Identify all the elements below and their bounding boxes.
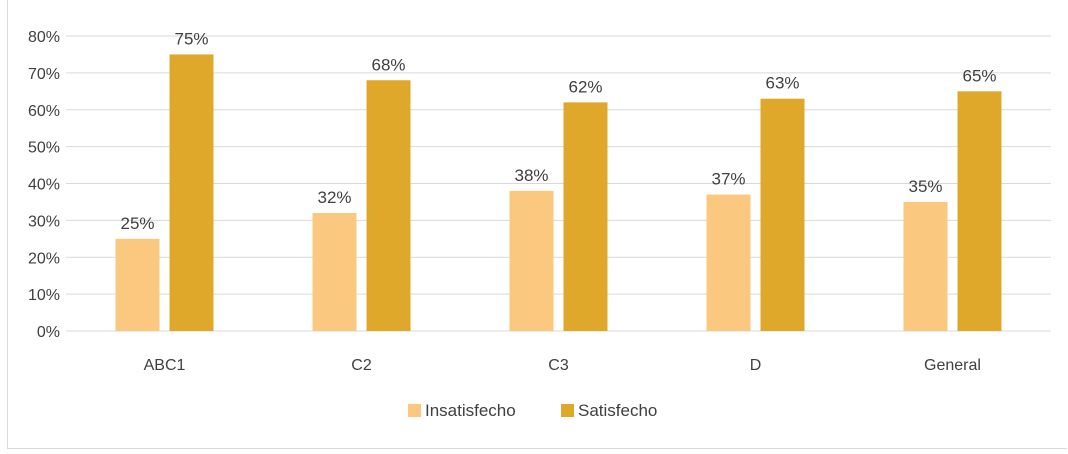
data-label: 37% xyxy=(711,170,745,189)
y-tick-label: 70% xyxy=(28,66,60,83)
legend-label: Satisfecho xyxy=(578,401,657,420)
data-label: 62% xyxy=(568,77,602,96)
data-label: 32% xyxy=(317,188,351,207)
legend-swatch-satisfecho xyxy=(561,404,574,417)
legend-swatch-insatisfecho xyxy=(408,404,421,417)
data-label: 35% xyxy=(908,177,942,196)
y-tick-label: 60% xyxy=(28,103,60,120)
bar-insatisfecho-general xyxy=(903,201,948,331)
bar-insatisfecho-c2 xyxy=(312,213,357,331)
x-tick-label: C2 xyxy=(351,357,372,374)
x-tick-label: C3 xyxy=(548,357,569,374)
bar-satisfecho-c2 xyxy=(366,80,411,331)
legend-label: Insatisfecho xyxy=(425,401,516,420)
data-label: 25% xyxy=(120,214,154,233)
x-tick-label: ABC1 xyxy=(144,357,186,374)
bar-satisfecho-abc1 xyxy=(169,54,214,331)
y-tick-label: 20% xyxy=(28,250,60,267)
bar-insatisfecho-d xyxy=(706,194,751,331)
bar-insatisfecho-abc1 xyxy=(115,238,160,331)
y-tick-label: 40% xyxy=(28,177,60,194)
x-tick-label: General xyxy=(924,357,981,374)
y-tick-label: 50% xyxy=(28,140,60,157)
y-tick-label: 10% xyxy=(28,287,60,304)
y-tick-label: 0% xyxy=(37,324,60,341)
bar-insatisfecho-c3 xyxy=(509,190,554,331)
data-label: 75% xyxy=(174,29,208,48)
x-tick-label: D xyxy=(750,357,762,374)
data-label: 65% xyxy=(962,66,996,85)
data-label: 63% xyxy=(765,74,799,93)
bar-chart: 0% 10% 20% 30% 40% 50% 60% 70% 80% 25% 75% ABC1 32% 6… xyxy=(28,29,1051,420)
data-label: 38% xyxy=(514,166,548,185)
bar-satisfecho-c3 xyxy=(563,102,608,331)
y-tick-label: 30% xyxy=(28,213,60,230)
y-tick-label: 80% xyxy=(28,29,60,46)
bar-satisfecho-d xyxy=(760,98,805,331)
bar-satisfecho-general xyxy=(957,91,1002,331)
data-label: 68% xyxy=(371,55,405,74)
chart-frame: 0% 10% 20% 30% 40% 50% 60% 70% 80% 25% 75% ABC1 32% 6… xyxy=(7,0,1067,449)
